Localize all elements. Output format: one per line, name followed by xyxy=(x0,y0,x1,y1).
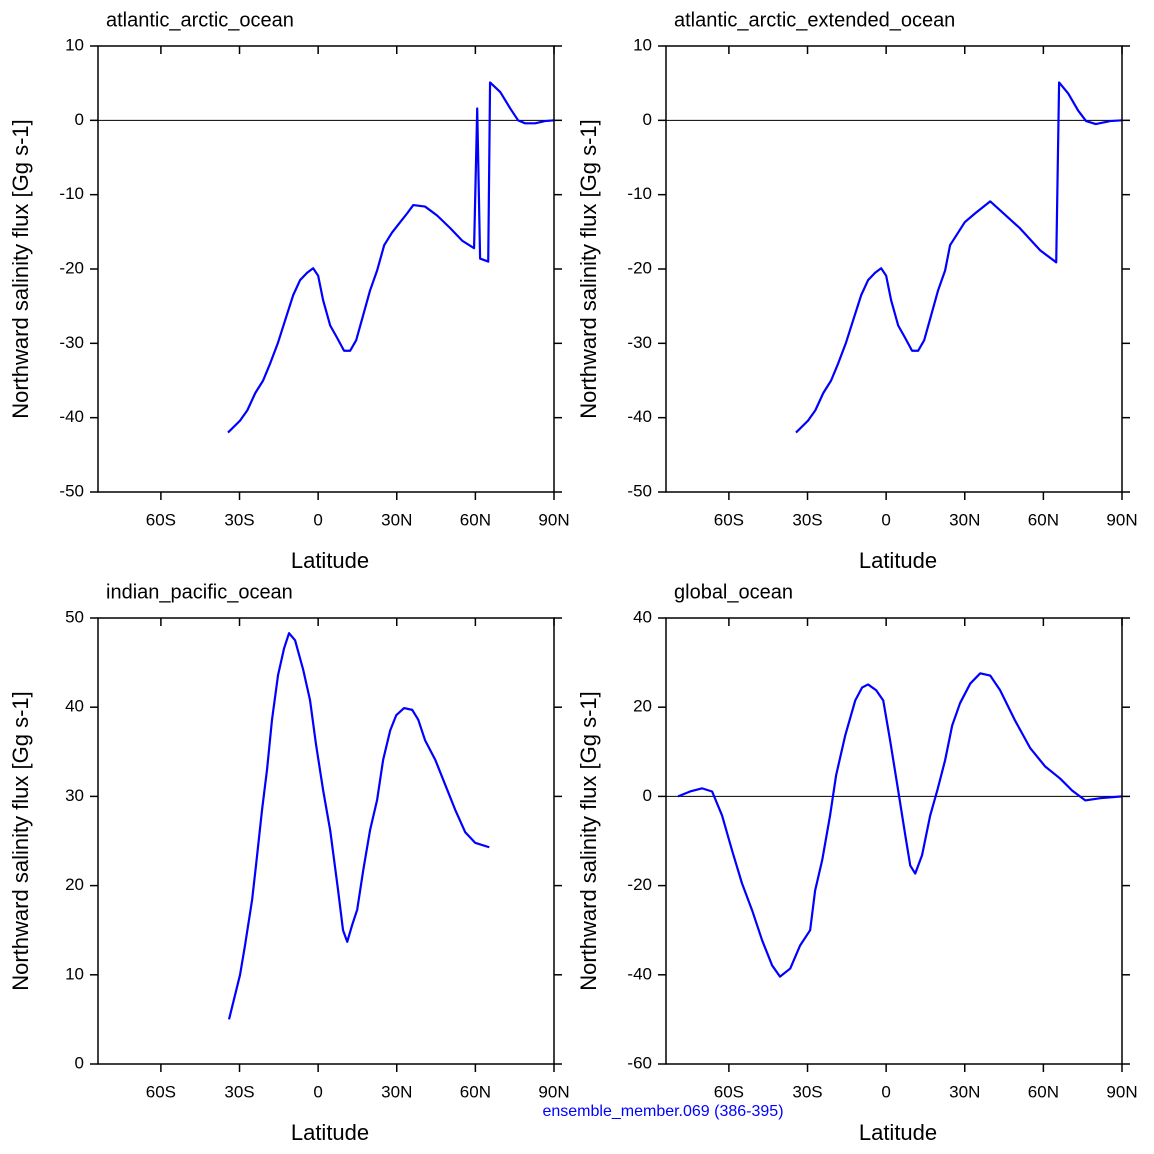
plot-frame xyxy=(97,45,555,493)
x-tick-label: 60S xyxy=(714,1082,744,1101)
data-line xyxy=(677,672,1123,978)
y-tick-label: -50 xyxy=(59,481,84,500)
y-tick-label: -20 xyxy=(627,258,652,277)
x-tick-label: 30S xyxy=(224,1082,254,1101)
data-line xyxy=(227,81,555,434)
y-tick-label: 30 xyxy=(65,786,84,805)
y-tick-label: 40 xyxy=(633,607,652,626)
x-tick-label: 0 xyxy=(881,1082,890,1101)
x-tick-label: 0 xyxy=(313,1082,322,1101)
x-tick-label: 0 xyxy=(313,510,322,529)
y-tick-label: -40 xyxy=(59,407,84,426)
x-axis-label: Latitude xyxy=(291,548,369,573)
data-line xyxy=(795,81,1123,434)
y-tick-label: -60 xyxy=(627,1053,652,1072)
panel-title: indian_pacific_ocean xyxy=(106,581,293,603)
x-tick-label: 90N xyxy=(1106,1082,1137,1101)
y-tick-label: 0 xyxy=(643,786,652,805)
y-tick-label: 40 xyxy=(65,697,84,716)
x-tick-label: 60N xyxy=(1028,510,1059,529)
panel: global_ocean Latitude Northward salinity f… xyxy=(576,581,1138,1145)
x-tick-label: 60S xyxy=(146,510,176,529)
x-tick-label: 60S xyxy=(146,1082,176,1101)
x-tick-label: 90N xyxy=(1106,510,1137,529)
x-tick-label: 60S xyxy=(714,510,744,529)
y-tick-label: 0 xyxy=(75,110,84,129)
y-tick-label: -10 xyxy=(59,184,84,203)
x-tick-label: 30N xyxy=(949,510,980,529)
y-tick-label: 10 xyxy=(65,964,84,983)
x-tick-label: 30S xyxy=(792,510,822,529)
x-tick-label: 30N xyxy=(949,1082,980,1101)
x-axis-label: Latitude xyxy=(291,1120,369,1145)
plot-frame xyxy=(97,617,555,1065)
x-tick-label: 60N xyxy=(1028,1082,1059,1101)
plot-frame xyxy=(665,617,1123,1065)
x-tick-label: 30S xyxy=(792,1082,822,1101)
x-axis-label: Latitude xyxy=(859,1120,937,1145)
y-axis-label: Northward salinity flux [Gg s-1] xyxy=(8,119,33,419)
x-tick-label: 90N xyxy=(538,510,569,529)
y-tick-label: -30 xyxy=(627,333,652,352)
y-axis-label: Northward salinity flux [Gg s-1] xyxy=(576,691,601,991)
y-tick-label: -30 xyxy=(59,333,84,352)
x-tick-label: 30N xyxy=(381,1082,412,1101)
y-tick-label: 20 xyxy=(65,875,84,894)
x-tick-label: 60N xyxy=(460,510,491,529)
y-tick-label: 50 xyxy=(65,607,84,626)
x-tick-label: 0 xyxy=(881,510,890,529)
y-tick-label: -20 xyxy=(59,258,84,277)
y-tick-label: 20 xyxy=(633,697,652,716)
panel-title: atlantic_arctic_extended_ocean xyxy=(674,9,955,31)
y-tick-label: 10 xyxy=(65,35,84,54)
y-tick-label: -40 xyxy=(627,407,652,426)
x-tick-label: 60N xyxy=(460,1082,491,1101)
plot-frame xyxy=(665,45,1123,493)
x-tick-label: 30S xyxy=(224,510,254,529)
panel: indian_pacific_ocean Latitude Northward sa… xyxy=(8,581,570,1145)
x-tick-label: 30N xyxy=(381,510,412,529)
x-tick-label: 90N xyxy=(538,1082,569,1101)
panel-title: atlantic_arctic_ocean xyxy=(106,9,294,31)
panel-title: global_ocean xyxy=(674,581,793,603)
y-tick-label: -50 xyxy=(627,481,652,500)
y-tick-label: 0 xyxy=(643,110,652,129)
y-axis-label: Northward salinity flux [Gg s-1] xyxy=(576,119,601,419)
panel: atlantic_arctic_extended_ocean Latitude No… xyxy=(576,9,1138,573)
y-axis-label: Northward salinity flux [Gg s-1] xyxy=(8,691,33,991)
y-tick-label: -10 xyxy=(627,184,652,203)
panel: atlantic_arctic_ocean Latitude Northward s… xyxy=(8,9,570,573)
y-tick-label: -20 xyxy=(627,875,652,894)
y-tick-label: 10 xyxy=(633,35,652,54)
y-tick-label: 0 xyxy=(75,1053,84,1072)
x-axis-label: Latitude xyxy=(859,548,937,573)
footer: ensemble_member.069 (386-395) xyxy=(542,1103,783,1120)
y-tick-label: -40 xyxy=(627,964,652,983)
data-line xyxy=(227,632,490,1020)
